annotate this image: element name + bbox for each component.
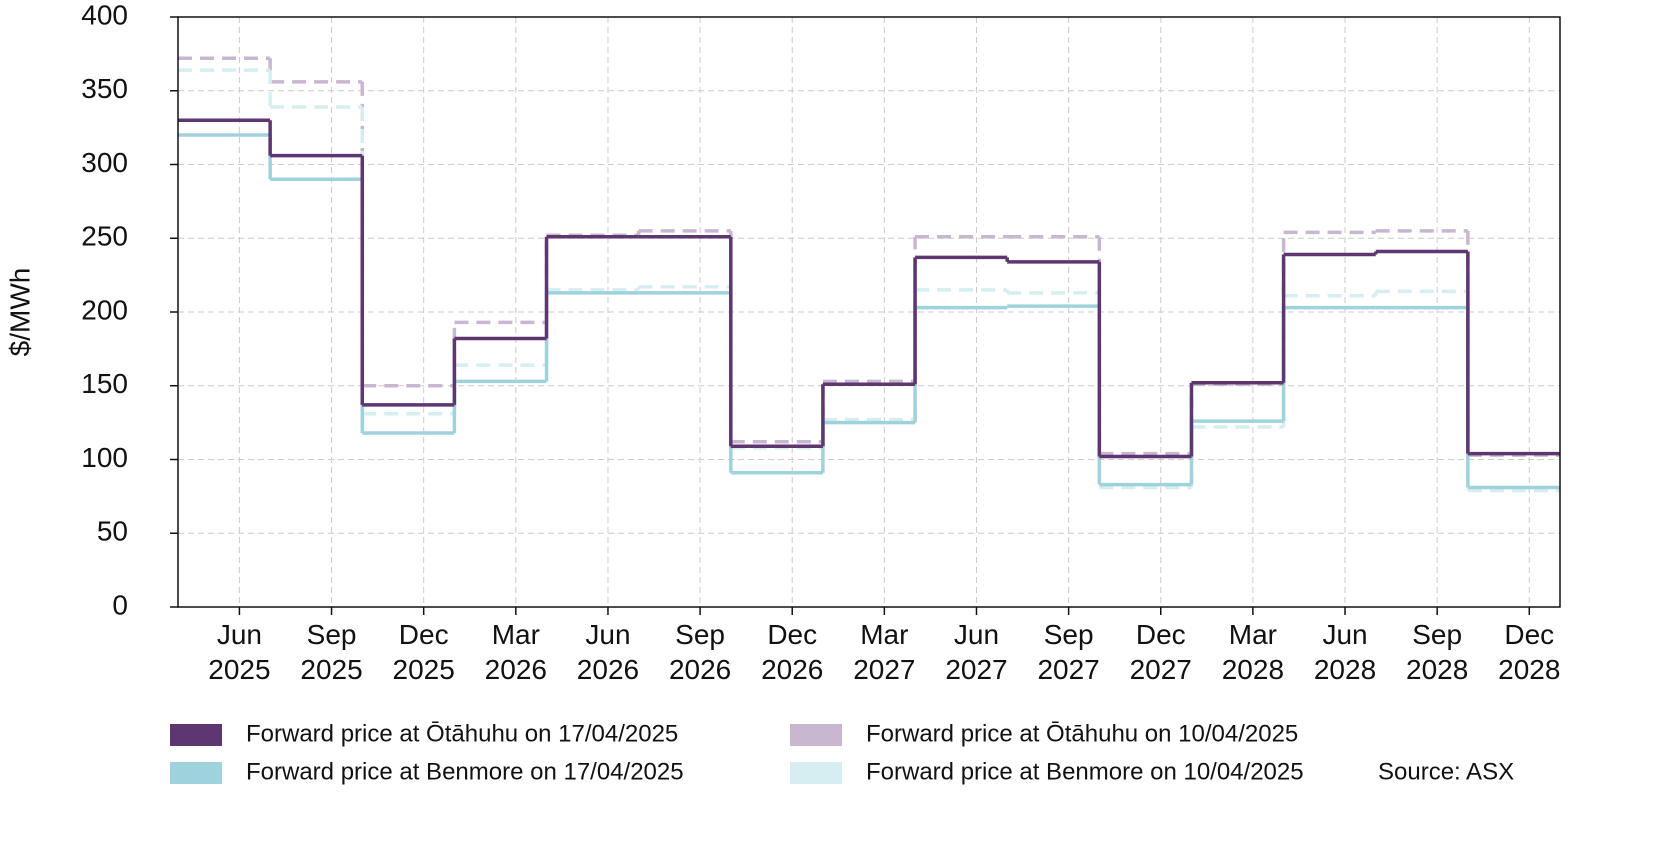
y-tick-label: 100 — [81, 442, 128, 473]
x-tick-label: Sep 2026 — [669, 619, 731, 685]
y-tick-label: 0 — [112, 589, 128, 620]
x-tick-label: Dec 2027 — [1130, 619, 1192, 685]
plot-frame — [177, 16, 1561, 608]
x-tick-label: Dec 2028 — [1498, 619, 1560, 685]
legend-label: Forward price at Benmore on 10/04/2025 — [866, 758, 1304, 785]
y-axis-label: $/MWh — [4, 268, 35, 357]
series — [178, 56, 1560, 457]
x-tick-label: Mar 2026 — [485, 619, 547, 685]
x-tick-label: Sep 2028 — [1406, 619, 1468, 685]
legend-label: Forward price at Ōtāhuhu on 10/04/2025 — [866, 720, 1298, 747]
y-tick-label: 200 — [81, 294, 128, 325]
series — [178, 118, 1560, 459]
y-tick-label: 50 — [97, 516, 128, 547]
x-tick-label: Sep 2025 — [300, 619, 362, 685]
x-tick-label: Jun 2026 — [577, 619, 639, 685]
x-tick-label: Jun 2025 — [208, 619, 270, 685]
series — [178, 133, 1560, 490]
x-tick-label: Jun 2028 — [1314, 619, 1376, 685]
legend-swatch — [790, 724, 842, 746]
x-tick-label: Sep 2027 — [1037, 619, 1099, 685]
x-tick-label: Mar 2027 — [853, 619, 915, 685]
source-note: Source: ASX — [1378, 758, 1514, 785]
y-tick-label: 300 — [81, 147, 128, 178]
legend-label: Forward price at Benmore on 17/04/2025 — [246, 758, 684, 785]
legend-swatch — [170, 724, 222, 746]
y-tick-label: 400 — [81, 0, 128, 30]
x-tick-label: Mar 2028 — [1222, 619, 1284, 685]
legend-swatch — [790, 762, 842, 784]
x-tick-label: Dec 2026 — [761, 619, 823, 685]
y-tick-label: 150 — [81, 368, 128, 399]
legend-swatch — [170, 762, 222, 784]
x-tick-label: Dec 2025 — [393, 619, 455, 685]
y-tick-label: 350 — [81, 73, 128, 104]
y-tick-label: 250 — [81, 221, 128, 252]
legend-label: Forward price at Ōtāhuhu on 17/04/2025 — [246, 720, 678, 747]
series — [178, 68, 1560, 493]
x-tick-label: Jun 2027 — [945, 619, 1007, 685]
